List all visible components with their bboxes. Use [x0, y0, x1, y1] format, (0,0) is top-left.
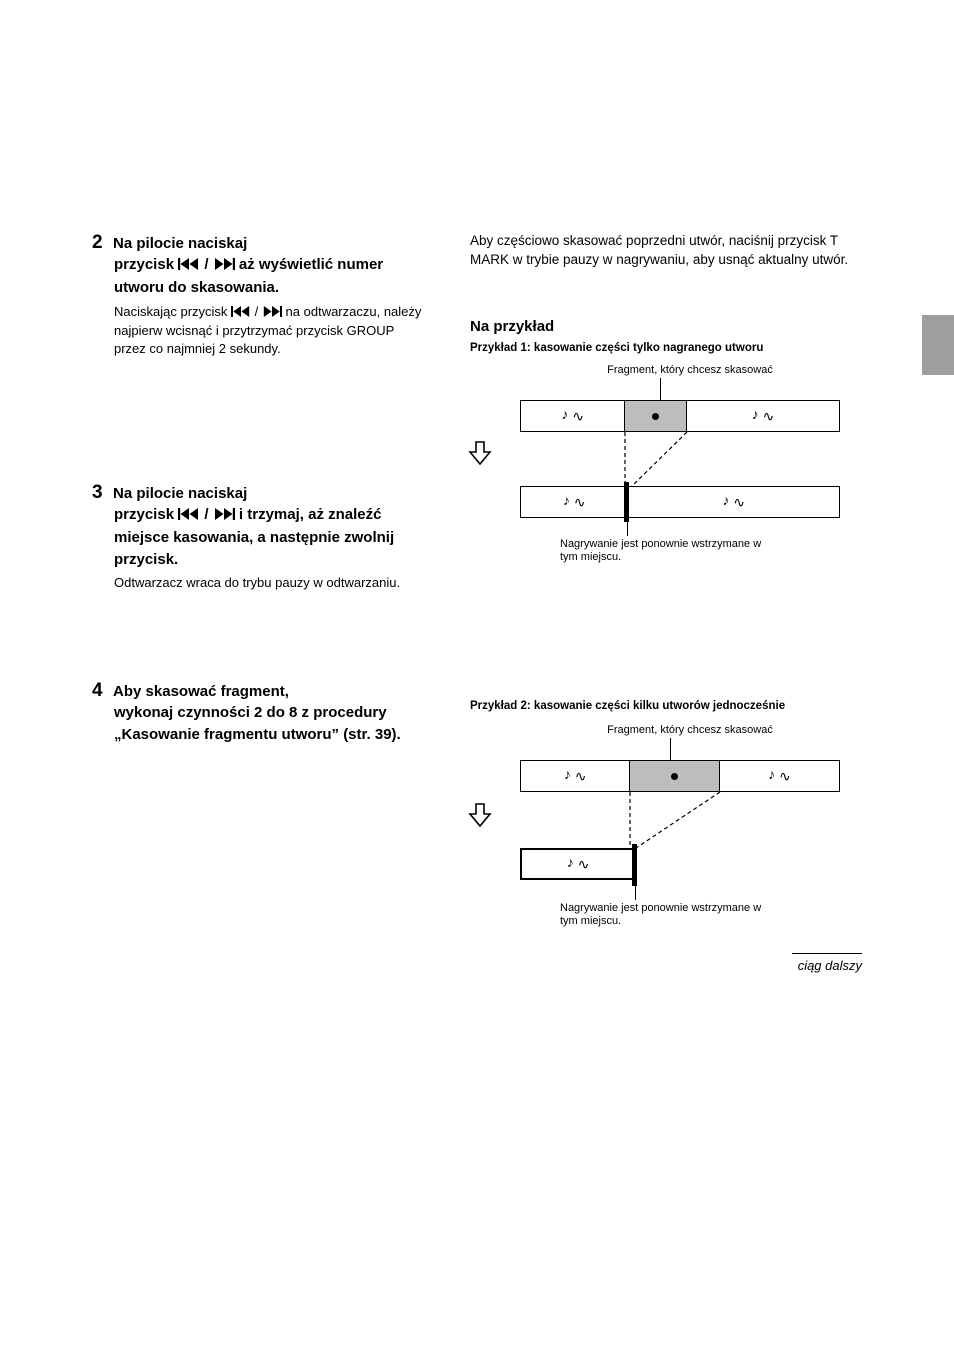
- diagram-2: Fragment, który chcesz skasować ♪ ∿ ♪ ∿ …: [460, 730, 850, 950]
- step-3-block: 3 Na pilocie naciskaj przycisk / i trzym…: [92, 482, 422, 592]
- d2-bottom-bar: ♪ ∿: [520, 848, 636, 880]
- d2-bottom-caption: Nagrywanie jest ponownie wstrzymane w ty…: [560, 902, 780, 927]
- music-note-icon-2: ♪: [752, 408, 759, 424]
- example-heading: Na przykład: [470, 318, 554, 335]
- step-2-note: Naciskając przycisk / na odtwarzaczu, na…: [92, 303, 422, 359]
- step-3-lead: Na pilocie naciskaj: [113, 485, 247, 502]
- music-note-icon: ♪: [561, 408, 568, 424]
- d1-t-seg2: [625, 401, 687, 431]
- wave-icon-6: ∿: [779, 768, 791, 785]
- ex2-label: Przykład 2: kasowanie części kilku utwor…: [470, 700, 850, 712]
- skip-forward-icon: [213, 255, 235, 277]
- right-lead: Aby częściowo skasować poprzedni utwór, …: [470, 232, 860, 270]
- skip-back-icon-2: [231, 304, 251, 322]
- step-2-note-slash: /: [255, 304, 259, 319]
- ex1-label: Przykład 1: kasowanie części tylko nagra…: [470, 342, 850, 354]
- skip-forward-icon-2: [262, 304, 282, 322]
- d1-b-seg2: ♪ ∿: [628, 487, 839, 517]
- d2-dashed: [520, 792, 840, 852]
- step-2-num: 2: [92, 232, 103, 253]
- wave-icon-2: ∿: [763, 408, 775, 425]
- d1-top-caption: Fragment, który chcesz skasować: [600, 364, 780, 377]
- music-note-icon-5: ♪: [564, 768, 571, 784]
- step-2-block: 2 Na pilocie naciskaj przycisk / aż wyśw…: [92, 232, 422, 358]
- rec-dot-icon-2: [671, 773, 678, 780]
- d2-pause-mark: [632, 844, 637, 886]
- d1-pause-mark: [624, 482, 629, 522]
- d2-t-seg1: ♪ ∿: [521, 761, 630, 791]
- content-overlay: 2 Na pilocie naciskaj przycisk / aż wyśw…: [0, 0, 954, 1352]
- thumb-tab-2: [922, 315, 954, 375]
- continued-label: ciąg dalszy: [798, 958, 862, 973]
- d1-b-seg1: ♪ ∿: [521, 487, 628, 517]
- step-3-slash: /: [204, 506, 208, 523]
- d2-b-seg1: ♪ ∿: [522, 850, 634, 878]
- step-4-num: 4: [92, 680, 103, 701]
- d1-bottom-caption: Nagrywanie jest ponownie wstrzymane w ty…: [560, 538, 780, 563]
- step-4-body: wykonaj czynności 2 do 8 z procedury „Ka…: [92, 702, 422, 746]
- step-3-note: Odtwarzacz wraca do trybu pauzy w odtwar…: [92, 574, 422, 592]
- diagram-1: Fragment, który chcesz skasować ♪ ∿ ♪ ∿ …: [460, 370, 850, 570]
- d2-pointer-top: [670, 738, 671, 760]
- d1-dashed: [520, 432, 840, 492]
- music-note-icon-6: ♪: [768, 768, 775, 784]
- down-arrow-icon: [468, 440, 492, 471]
- d1-pointer-bottom: [627, 520, 628, 536]
- step-2-note-a: Naciskając przycisk: [114, 304, 227, 319]
- step-4-block: 4 Aby skasować fragment, wykonaj czynnoś…: [92, 680, 422, 746]
- d1-pointer-top: [660, 378, 661, 400]
- step-3-num: 3: [92, 482, 103, 503]
- music-note-icon-7: ♪: [567, 856, 574, 872]
- d1-top-bar: ♪ ∿ ♪ ∿: [520, 400, 840, 432]
- step-2-body: przycisk / aż wyświetlić numer utworu do…: [92, 254, 422, 299]
- wave-icon-5: ∿: [575, 768, 587, 785]
- music-note-icon-4: ♪: [722, 494, 729, 510]
- step-4-lead: Aby skasować fragment,: [113, 683, 289, 700]
- d1-bottom-bar: ♪ ∿ ♪ ∿: [520, 486, 840, 518]
- wave-icon: ∿: [572, 408, 584, 425]
- skip-back-icon: [178, 255, 200, 277]
- rec-dot-icon: [652, 413, 659, 420]
- d2-top-bar: ♪ ∿ ♪ ∿: [520, 760, 840, 792]
- step-2-slash: /: [204, 256, 208, 273]
- d2-t-seg2: [630, 761, 719, 791]
- d2-t-seg3: ♪ ∿: [720, 761, 839, 791]
- wave-icon-4: ∿: [733, 494, 745, 511]
- step-3-body: przycisk / i trzymaj, aż znaleźć miejsce…: [92, 504, 422, 570]
- wave-icon-3: ∿: [574, 494, 586, 511]
- step-3-w1: przycisk: [114, 506, 174, 523]
- skip-forward-icon-3: [213, 505, 235, 527]
- continued-rule: [792, 953, 862, 954]
- skip-back-icon-3: [178, 505, 200, 527]
- music-note-icon-3: ♪: [563, 494, 570, 510]
- d2-top-caption: Fragment, który chcesz skasować: [600, 724, 780, 737]
- d1-t-seg1: ♪ ∿: [521, 401, 625, 431]
- down-arrow-icon-2: [468, 802, 492, 833]
- step-2-lead2: Na pilocie naciskaj: [113, 235, 247, 252]
- d2-pointer-bottom: [635, 884, 636, 900]
- page-root: 2 Na pilocie naciskaj przycisk 2 Na pilo…: [0, 0, 954, 1352]
- d1-t-seg3: ♪ ∿: [687, 401, 839, 431]
- step-2-w1: przycisk: [114, 256, 174, 273]
- wave-icon-7: ∿: [578, 856, 590, 873]
